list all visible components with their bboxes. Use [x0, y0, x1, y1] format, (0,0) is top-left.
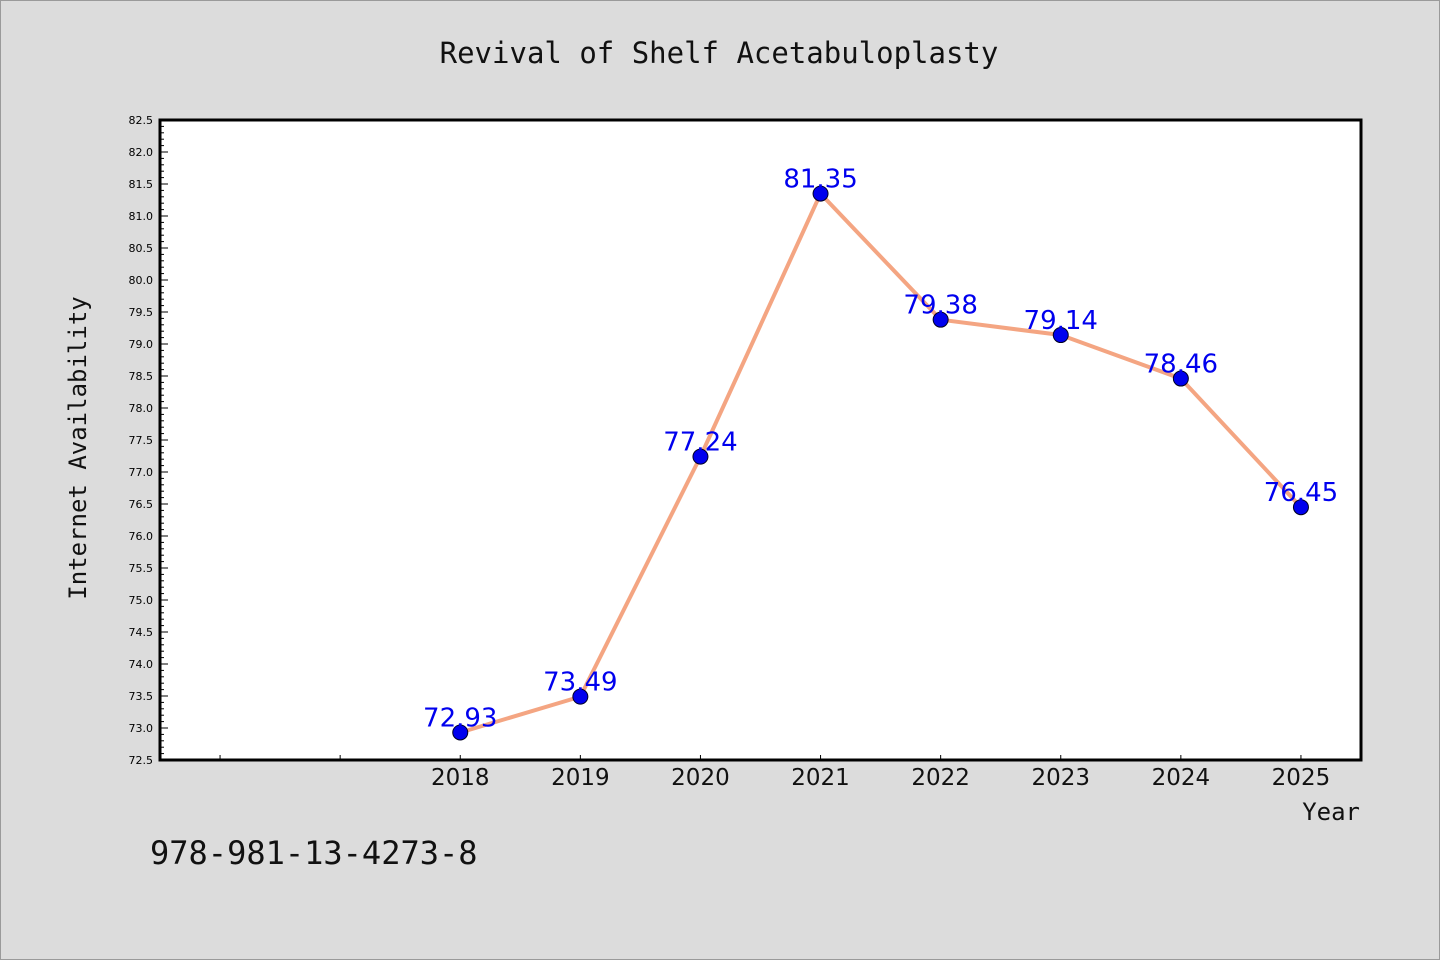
x-axis-label: Year — [1302, 798, 1360, 826]
data-label: 77.24 — [663, 428, 737, 458]
data-label: 76.45 — [1264, 478, 1338, 508]
x-tick-label: 2024 — [1152, 765, 1211, 791]
y-tick-label: 78.0 — [129, 402, 154, 415]
x-tick-label: 2025 — [1272, 765, 1331, 791]
y-tick-label: 81.0 — [129, 210, 154, 223]
data-point — [812, 185, 829, 202]
y-tick-label: 76.0 — [129, 530, 154, 543]
y-tick-label: 73.5 — [129, 690, 154, 703]
y-tick-label: 82.0 — [129, 146, 154, 159]
y-tick-label: 75.0 — [129, 594, 154, 607]
y-tick-label: 73.0 — [129, 722, 154, 735]
x-tick-label: 2018 — [431, 765, 490, 791]
y-tick-label: 76.5 — [129, 498, 154, 511]
chart-title: Revival of Shelf Acetabuloplasty — [440, 36, 999, 70]
y-axis: 72.5 73.0 73.5 74.0 74.5 75.0 75.5 76.0 76.5 77.0… — [129, 114, 168, 767]
y-tick-label: 78.5 — [129, 370, 154, 383]
data-point — [1292, 499, 1309, 516]
x-tick-label: 2021 — [791, 765, 850, 791]
data-label: 79.38 — [903, 291, 977, 321]
data-point — [572, 688, 589, 705]
y-tick-label: 80.5 — [129, 242, 154, 255]
data-point — [1052, 327, 1069, 344]
y-tick-label: 72.5 — [129, 754, 154, 767]
y-tick-label: 74.5 — [129, 626, 154, 639]
data-point — [692, 448, 709, 465]
y-axis-label: Internet Availability — [64, 296, 92, 599]
y-tick-label: 82.5 — [129, 114, 154, 127]
y-tick-label: 75.5 — [129, 562, 154, 575]
data-label: 73.49 — [543, 668, 617, 698]
y-tick-label: 79.0 — [129, 338, 154, 351]
data-label: 78.46 — [1144, 350, 1218, 380]
x-axis: 2018 2019 2020 2021 2022 2023 2024 2025 — [219, 755, 1331, 791]
x-tick-label: 2019 — [551, 765, 610, 791]
y-tick-label: 79.5 — [129, 306, 154, 319]
data-label: 81.35 — [783, 165, 857, 195]
data-label: 79.14 — [1024, 306, 1098, 336]
y-tick-label: 74.0 — [129, 658, 154, 671]
data-point — [1172, 370, 1189, 387]
series-line — [459, 191, 1303, 735]
series-layer — [452, 185, 1309, 741]
data-labels-layer: 72.93 73.49 77.24 81.35 79.38 79.14 78.46 76.45 — [423, 165, 1338, 734]
plot-area — [158, 118, 1363, 762]
y-tick-label: 80.0 — [129, 274, 154, 287]
y-tick-label: 81.5 — [129, 178, 154, 191]
x-tick-label: 2023 — [1031, 765, 1090, 791]
x-tick-label: 2022 — [911, 765, 970, 791]
y-tick-label: 77.5 — [129, 434, 154, 447]
x-tick-label: 2020 — [671, 765, 730, 791]
data-point — [932, 311, 949, 328]
data-point — [452, 724, 469, 741]
isbn-text: 978-981-13-4273-8 — [150, 834, 478, 872]
data-label: 72.93 — [423, 703, 497, 733]
y-tick-label: 77.0 — [129, 466, 154, 479]
